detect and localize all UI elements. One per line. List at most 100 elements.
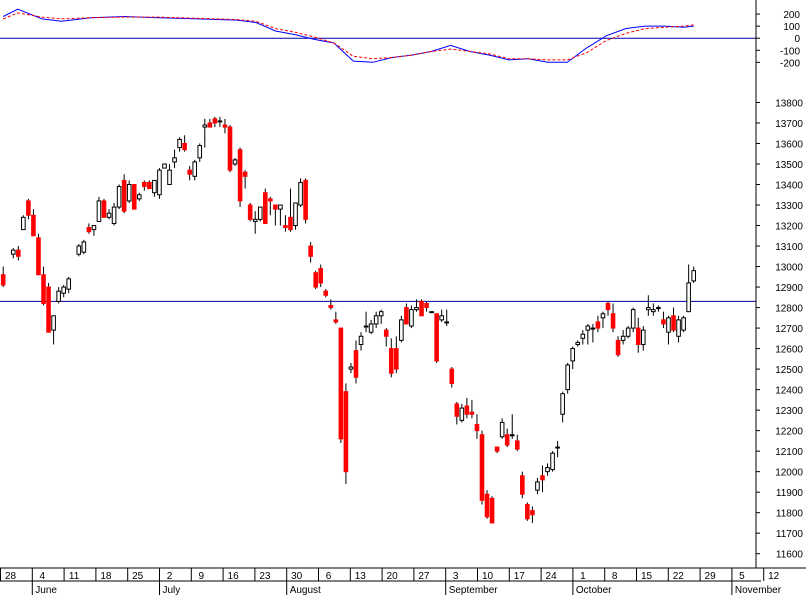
- x-day-label: 3: [453, 571, 459, 582]
- candle: [232, 157, 238, 167]
- candle-body-up: [298, 181, 303, 206]
- x-day-label: 2: [167, 571, 173, 582]
- candle-body-up: [21, 216, 26, 231]
- candle-body-up: [126, 184, 132, 202]
- candle-body-up: [545, 467, 550, 473]
- candle-body-down: [318, 268, 324, 284]
- candle: [409, 305, 414, 329]
- candle: [530, 506, 535, 523]
- candle-body-down: [187, 169, 192, 175]
- price-tick-label: 12400: [775, 386, 803, 397]
- candle: [56, 287, 61, 304]
- candle-body-up: [358, 335, 364, 345]
- candle: [509, 414, 515, 439]
- candle: [152, 179, 157, 197]
- candle-body-down: [222, 124, 228, 128]
- candle-body-up: [157, 169, 162, 196]
- candle: [671, 307, 676, 333]
- candle: [81, 239, 87, 255]
- candle-body-down: [31, 214, 36, 237]
- price-tick-label: 13000: [775, 263, 803, 274]
- candle: [197, 143, 203, 162]
- candle-body-up: [640, 329, 646, 345]
- candle: [172, 149, 177, 169]
- candle: [429, 311, 434, 314]
- candle-body-up: [162, 163, 167, 169]
- candle-body-down: [525, 503, 530, 520]
- candle: [131, 184, 137, 210]
- candle: [116, 184, 122, 210]
- candle: [656, 305, 661, 312]
- candle: [61, 285, 66, 298]
- candle-body-down: [283, 225, 288, 229]
- candle: [353, 340, 359, 384]
- x-day-label: 22: [673, 571, 685, 582]
- candle: [651, 303, 656, 316]
- price-tick-label: 12500: [775, 365, 803, 376]
- candle: [686, 264, 691, 313]
- candle: [535, 477, 540, 495]
- candle: [0, 266, 6, 288]
- candle-body-up: [459, 407, 465, 421]
- candle-body-down: [388, 348, 394, 374]
- candle-body-up: [509, 434, 515, 437]
- candle: [368, 319, 374, 335]
- candle: [474, 414, 480, 439]
- candle-body-down: [661, 319, 666, 325]
- candle-body-up: [676, 319, 681, 337]
- price-tick-label: 13700: [775, 119, 803, 130]
- candle-body-down: [605, 302, 611, 311]
- candle: [283, 215, 288, 232]
- candle-body-down: [0, 274, 6, 286]
- candle-body-up: [368, 323, 374, 333]
- candle-body-up: [409, 309, 414, 327]
- candle-body-down: [504, 434, 510, 446]
- candle: [666, 315, 671, 345]
- candle: [96, 196, 102, 222]
- price-tick-label: 12200: [775, 427, 803, 438]
- candle-body-down: [530, 510, 535, 516]
- candle: [268, 196, 273, 216]
- candle-body-up: [177, 138, 182, 149]
- x-day-label: 13: [355, 571, 367, 582]
- candle: [479, 430, 485, 505]
- x-day-label: 20: [387, 571, 399, 582]
- candle-body-up: [363, 325, 369, 328]
- candle: [121, 174, 127, 214]
- candle-body-up: [232, 159, 238, 165]
- candle-body-down: [343, 391, 349, 473]
- candle: [86, 223, 92, 234]
- candle: [41, 266, 46, 306]
- candle: [363, 311, 369, 333]
- candle: [560, 391, 565, 423]
- price-tick-label: 12600: [775, 345, 803, 356]
- candle: [298, 178, 303, 208]
- candle: [469, 399, 475, 419]
- candle: [580, 330, 586, 345]
- candle: [147, 180, 152, 190]
- candle: [484, 490, 490, 519]
- candle-body-up: [51, 315, 56, 331]
- price-tick-label: 12000: [775, 468, 803, 479]
- candle: [36, 233, 41, 276]
- candle-body-down: [383, 329, 389, 337]
- candle-body-up: [61, 286, 66, 294]
- candle-body-down: [520, 475, 525, 495]
- candle-body-up: [116, 186, 122, 208]
- candle: [610, 303, 616, 333]
- x-day-label: 28: [5, 571, 17, 582]
- candle: [600, 311, 606, 329]
- candle: [555, 440, 560, 458]
- candle: [646, 295, 651, 316]
- candle-body-up: [56, 290, 61, 302]
- candle-body-down: [86, 227, 92, 233]
- x-month-label: August: [290, 585, 321, 595]
- candle: [540, 465, 545, 493]
- candle: [388, 338, 394, 378]
- candle: [514, 434, 520, 452]
- x-month-label: November: [735, 585, 782, 595]
- candle-body-down: [273, 204, 278, 210]
- candle: [242, 170, 248, 189]
- candle: [635, 317, 641, 353]
